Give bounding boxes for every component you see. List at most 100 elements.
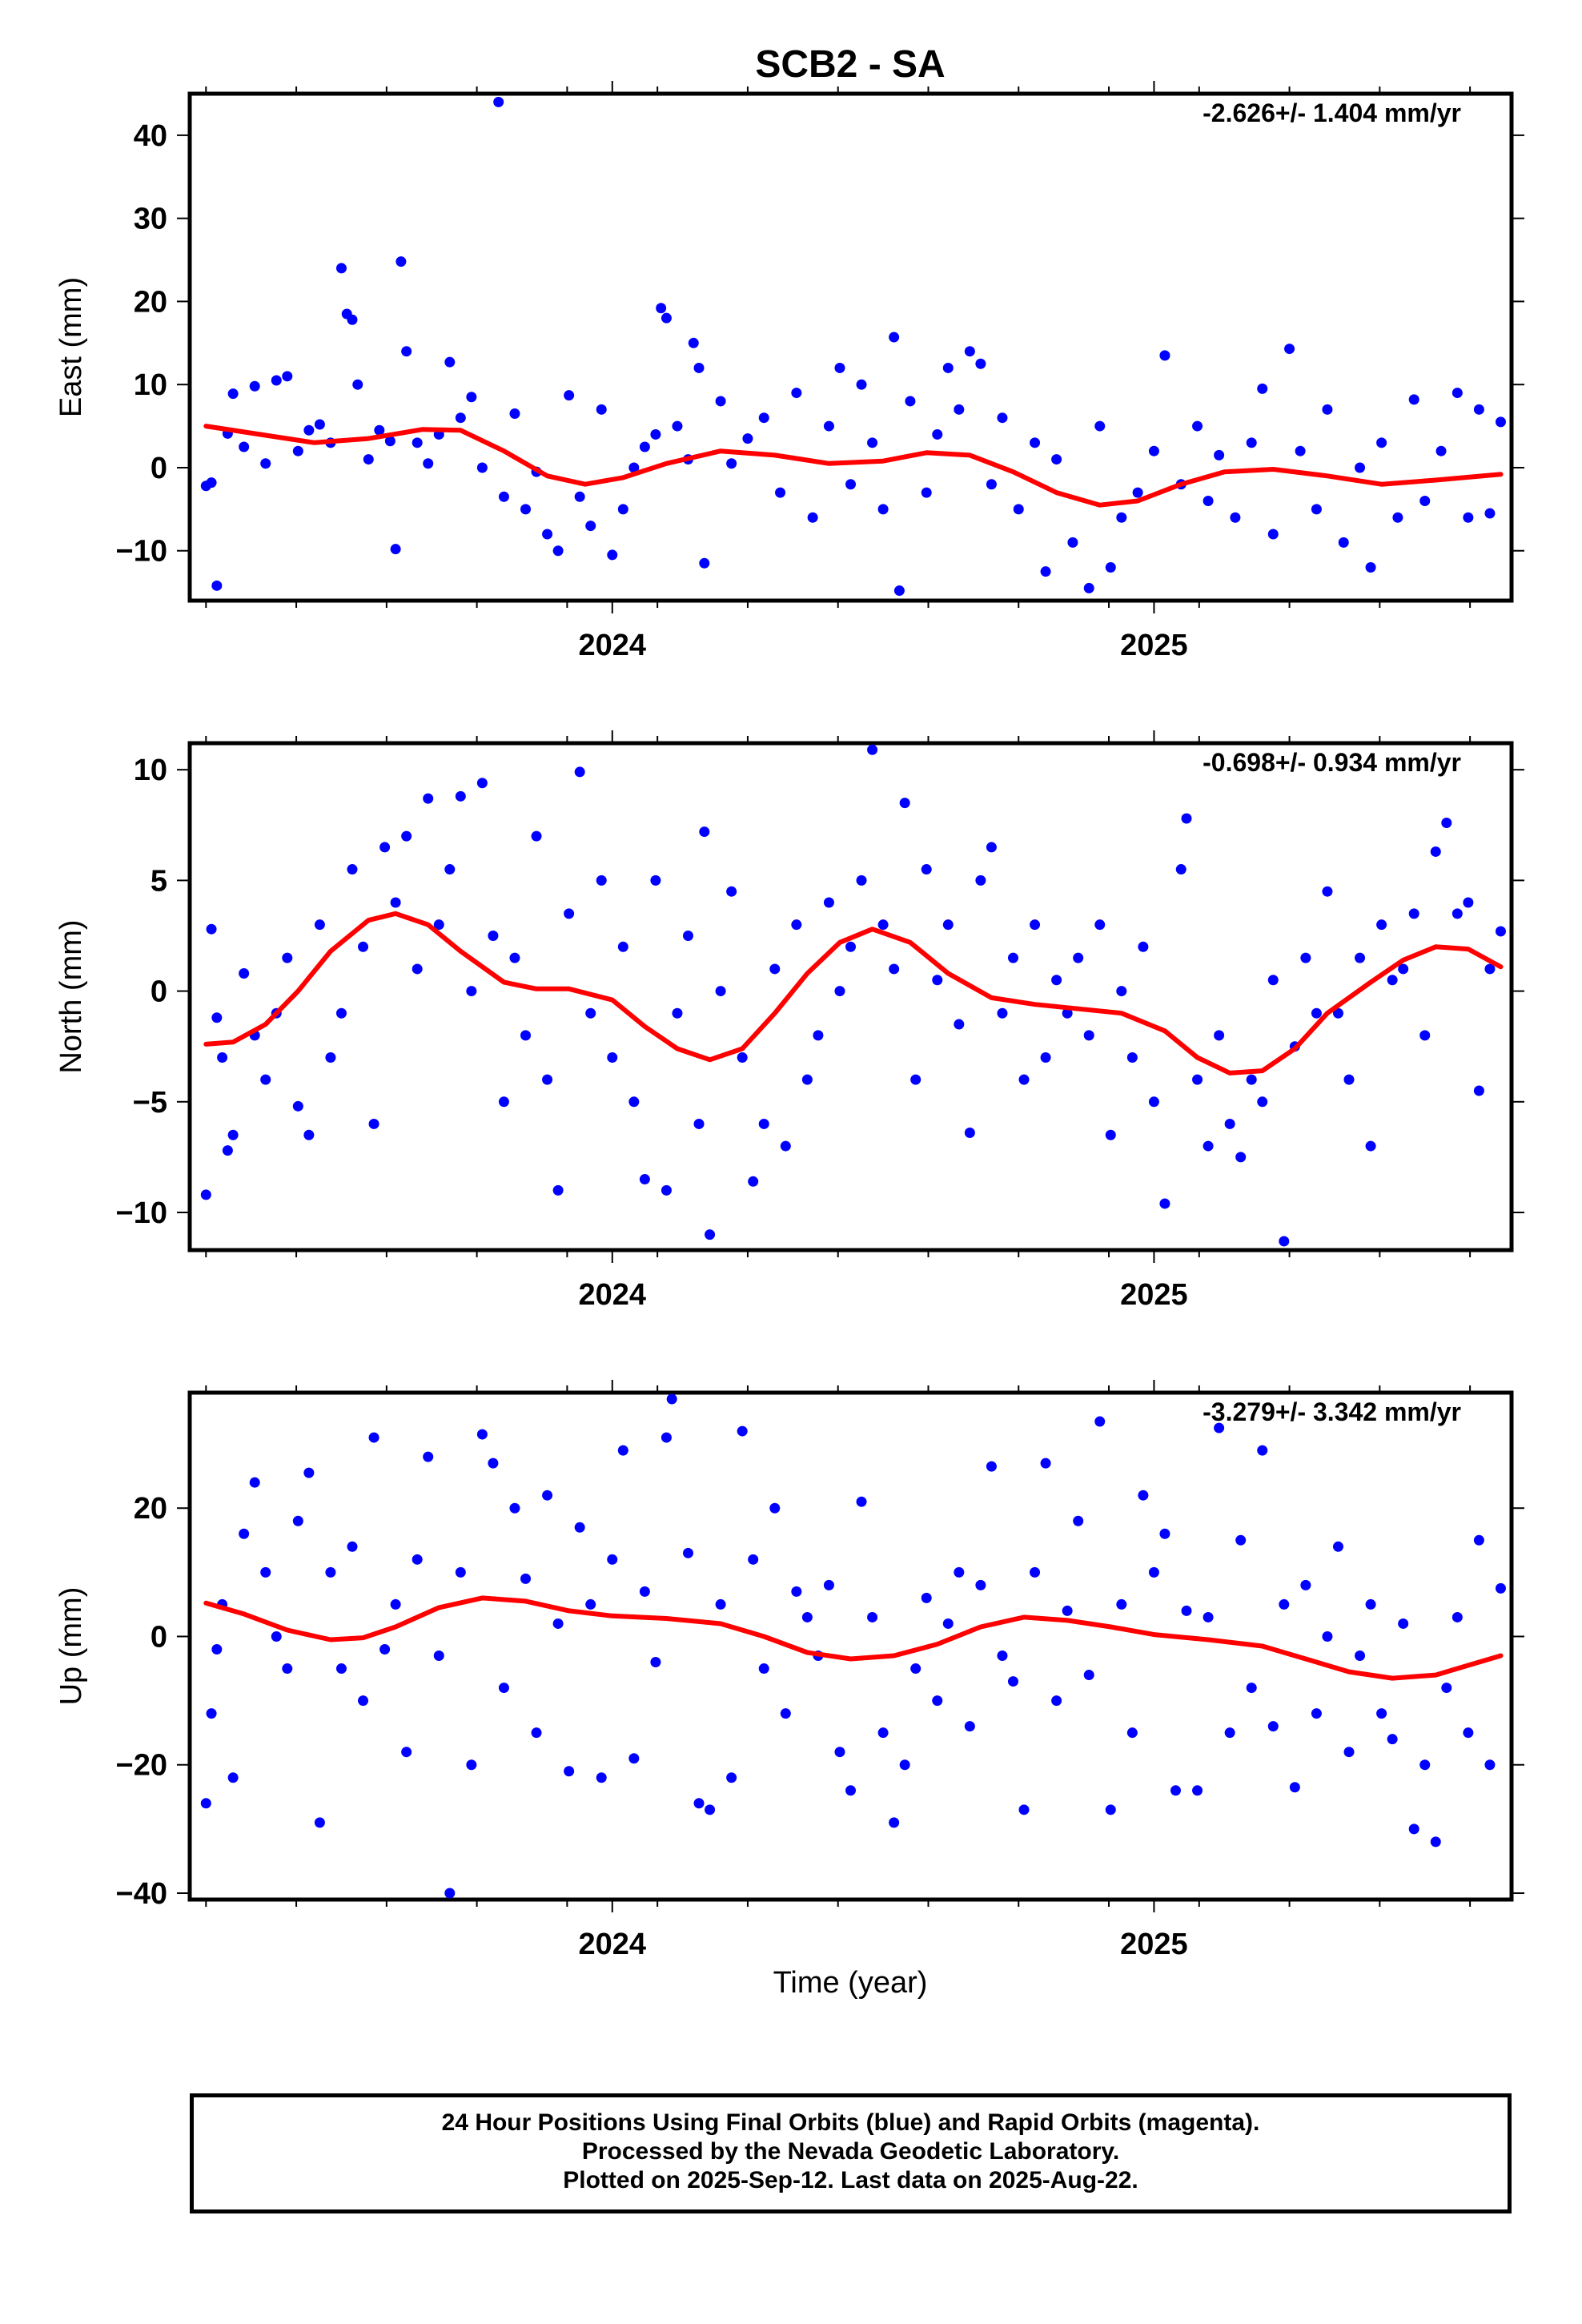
- data-point: [1430, 1836, 1441, 1848]
- data-point: [206, 923, 217, 935]
- data-point: [1094, 1416, 1106, 1427]
- data-point: [1441, 818, 1452, 829]
- data-point: [921, 487, 932, 498]
- data-point: [1289, 1782, 1300, 1793]
- points-group: [200, 96, 1506, 597]
- data-point: [1170, 1785, 1181, 1796]
- fit-curve: [203, 1595, 1504, 1681]
- data-point: [509, 952, 520, 963]
- data-point: [997, 1007, 1008, 1019]
- data-point: [699, 826, 710, 838]
- data-point: [693, 362, 705, 373]
- data-point: [1175, 864, 1186, 875]
- data-point: [249, 1477, 260, 1488]
- data-point: [699, 557, 710, 569]
- data-point: [1192, 1785, 1203, 1796]
- data-point: [1452, 908, 1463, 919]
- data-point: [552, 1184, 564, 1196]
- data-point: [1473, 404, 1484, 415]
- data-point: [384, 436, 396, 447]
- data-point: [1018, 1804, 1030, 1815]
- data-point: [379, 842, 391, 853]
- data-point: [932, 428, 943, 440]
- data-point: [1181, 813, 1192, 824]
- data-point: [1435, 445, 1447, 456]
- data-point: [455, 412, 466, 424]
- data-point: [705, 1229, 716, 1240]
- data-point: [1355, 462, 1366, 473]
- data-point: [347, 1541, 358, 1552]
- data-point: [1495, 1582, 1506, 1594]
- data-point: [715, 986, 726, 997]
- data-point: [1224, 1727, 1235, 1739]
- data-point: [715, 396, 726, 407]
- rate-annotation: -3.279+/- 3.342 mm/yr: [1203, 1397, 1461, 1426]
- data-point: [1214, 449, 1225, 460]
- data-point: [758, 1663, 769, 1675]
- data-point: [260, 458, 271, 469]
- data-point: [975, 1579, 986, 1590]
- data-point: [726, 1772, 737, 1783]
- data-point: [1094, 420, 1106, 432]
- data-point: [856, 379, 867, 390]
- data-point: [347, 314, 358, 325]
- data-point: [476, 1429, 488, 1440]
- data-point: [396, 256, 407, 267]
- data-point: [1300, 1579, 1311, 1590]
- data-point: [390, 1598, 401, 1610]
- data-point: [617, 1445, 628, 1456]
- data-point: [726, 886, 737, 897]
- data-point: [314, 1817, 325, 1828]
- data-point: [1214, 1422, 1225, 1433]
- data-point: [975, 358, 986, 369]
- data-point: [1311, 1708, 1322, 1719]
- data-point: [1159, 1198, 1170, 1209]
- data-point: [1246, 437, 1257, 448]
- data-point: [509, 1502, 520, 1514]
- data-point: [1452, 388, 1463, 399]
- data-point: [358, 941, 369, 952]
- data-point: [742, 433, 753, 444]
- data-point: [1355, 952, 1366, 963]
- data-point: [1203, 1611, 1214, 1622]
- data-point: [893, 585, 905, 597]
- data-point: [363, 454, 374, 465]
- data-point: [650, 1657, 661, 1668]
- data-point: [1365, 1140, 1376, 1152]
- data-point: [1419, 1759, 1431, 1771]
- data-point: [1387, 975, 1398, 986]
- data-point: [1148, 1566, 1159, 1578]
- data-point: [1030, 919, 1041, 931]
- data-point: [834, 362, 845, 373]
- data-point: [1067, 537, 1078, 548]
- data-point: [1073, 952, 1084, 963]
- data-point: [455, 1566, 466, 1578]
- x-tick-label: 2025: [1120, 1278, 1188, 1312]
- y-tick-label: −5: [133, 1086, 167, 1120]
- data-point: [997, 1651, 1008, 1662]
- data-point: [877, 504, 889, 515]
- data-point: [1030, 1566, 1041, 1578]
- data-point: [1230, 512, 1241, 523]
- data-point: [1419, 495, 1431, 506]
- data-point: [552, 545, 564, 557]
- data-point: [206, 1708, 217, 1719]
- data-point: [1126, 1052, 1138, 1063]
- data-point: [899, 798, 910, 809]
- data-point: [1138, 941, 1149, 952]
- data-point: [412, 1554, 423, 1565]
- data-point: [628, 1096, 640, 1108]
- data-point: [1484, 508, 1496, 519]
- data-point: [910, 1663, 921, 1675]
- data-point: [520, 1573, 532, 1584]
- rate-annotation: -2.626+/- 1.404 mm/yr: [1203, 99, 1461, 127]
- panels-group: 2024 2025 −10 0 10 20 30 40 East (mm) -2.626+/- 1…: [54, 81, 1524, 1961]
- data-point: [239, 967, 250, 979]
- data-point: [1116, 512, 1127, 523]
- data-point: [1224, 1118, 1235, 1129]
- data-point: [412, 963, 423, 975]
- data-point: [1387, 1734, 1398, 1745]
- data-point: [932, 1695, 943, 1707]
- data-point: [1116, 1598, 1127, 1610]
